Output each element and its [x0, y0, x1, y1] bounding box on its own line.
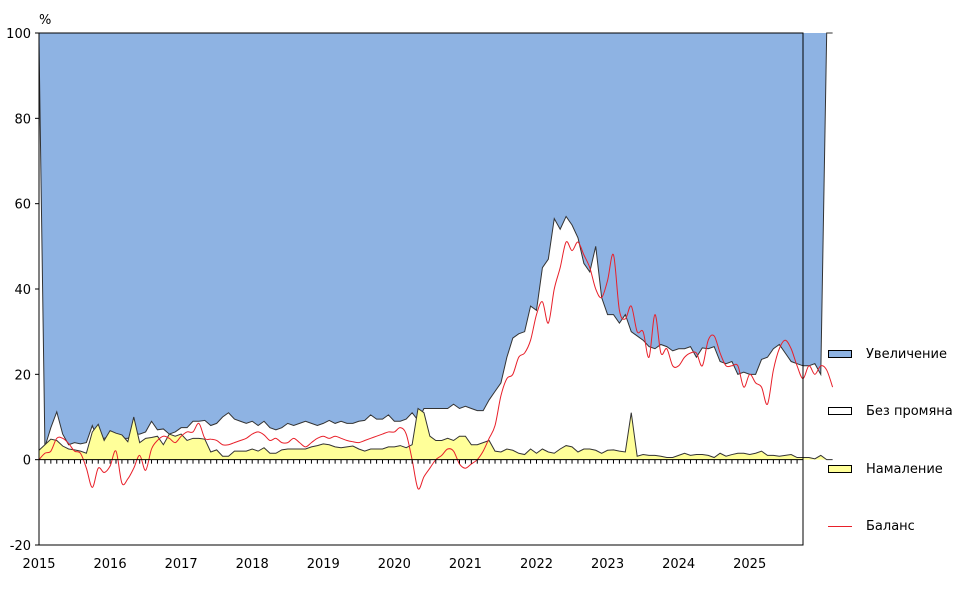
x-tick-label: 2019	[307, 557, 340, 572]
legend-item-no-change: Без промяна	[828, 403, 953, 419]
y-tick-label: -20	[10, 539, 31, 554]
x-tick-label: 2020	[378, 557, 411, 572]
x-tick-label: 2025	[733, 557, 766, 572]
y-tick-label: 80	[14, 112, 31, 127]
y-tick-label: 40	[14, 283, 31, 298]
x-tick-label: 2021	[449, 557, 482, 572]
plot-area	[38, 32, 834, 490]
legend-swatch-no-change	[828, 407, 852, 415]
y-tick-label: 0	[23, 454, 31, 469]
y-tick-label: 20	[14, 368, 31, 383]
y-unit-label: %	[39, 13, 51, 28]
legend-item-decrease: Намаление	[828, 461, 943, 477]
x-tick-label: 2016	[94, 557, 127, 572]
x-tick-label: 2017	[165, 557, 198, 572]
legend-swatch-decrease	[828, 465, 852, 473]
y-tick-label: 100	[6, 27, 31, 42]
x-tick-label: 2022	[520, 557, 553, 572]
legend-item-balance: Баланс	[828, 518, 915, 534]
legend-label-decrease: Намаление	[866, 461, 943, 477]
axes: -20 0 20 40 60 80 100 2015 2016 2017 2018 2019 2020 2…	[6, 27, 804, 572]
legend-item-increase: Увеличение	[828, 346, 947, 362]
legend-line-balance	[828, 525, 852, 527]
legend-label-increase: Увеличение	[866, 346, 947, 362]
decrease-area	[39, 408, 833, 460]
increase-area	[39, 33, 833, 447]
increase-outline	[38, 32, 833, 448]
x-tick-label: 2018	[236, 557, 269, 572]
x-tick-label: 2023	[591, 557, 624, 572]
y-tick-label: 60	[14, 198, 31, 213]
legend-swatch-increase	[828, 350, 852, 358]
x-tick-label: 2024	[662, 557, 695, 572]
x-tick-label: 2015	[22, 557, 55, 572]
legend-label-no-change: Без промяна	[866, 403, 953, 419]
decrease-outline	[38, 407, 833, 461]
legend-label-balance: Баланс	[866, 518, 915, 534]
